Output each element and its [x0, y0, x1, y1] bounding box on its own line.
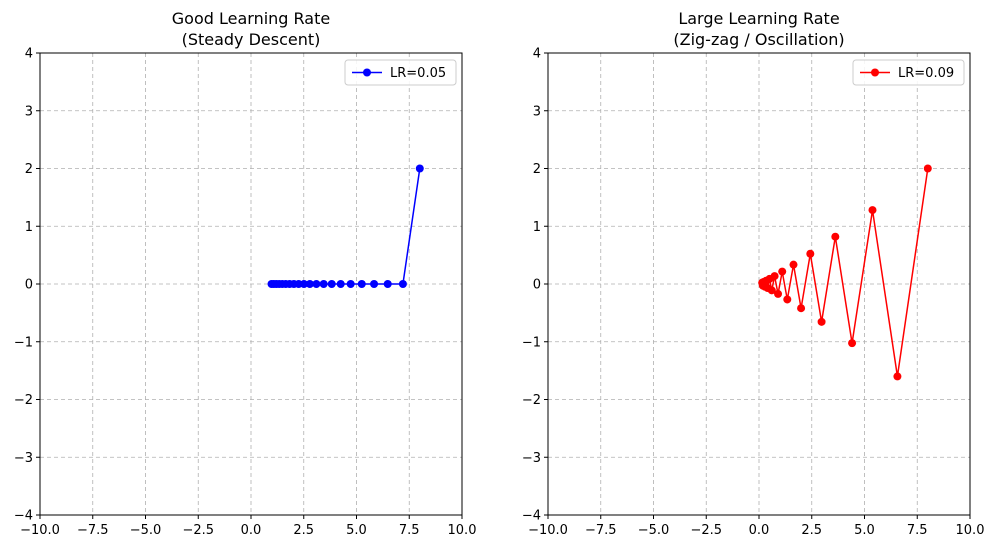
- left-x-tick-label: −7.5: [77, 523, 109, 538]
- right-y-tick-label: 2: [533, 162, 541, 177]
- right-legend: LR=0.09: [852, 59, 965, 86]
- left-data-point: [415, 164, 424, 173]
- left-data-point: [327, 280, 336, 288]
- left-x-tick-label: −2.5: [182, 523, 214, 538]
- right-x-tick-label: 7.5: [907, 523, 928, 538]
- left-y-tick-label: −2: [14, 393, 33, 408]
- left-x-tick-label: 0.0: [241, 523, 262, 538]
- right-data-point: [848, 339, 857, 348]
- left-data-point: [312, 280, 321, 288]
- right-legend-marker-sample: [871, 68, 879, 77]
- left-data-point: [357, 280, 366, 288]
- right-data-point: [789, 260, 798, 269]
- right-y-tick-label: −2: [522, 393, 541, 408]
- right-y-tick-label: −4: [522, 509, 541, 524]
- left-x-tick-label: 7.5: [399, 523, 420, 538]
- right-plot-area: −10.0 −7.5 −5.0 −2.5 0.0 2.5 5.0 7.5 10.0 −4 −3 −2 −…: [522, 47, 985, 539]
- left-subplot: Good Learning Rate (Steady Descent) −10.…: [14, 9, 477, 539]
- right-subplot: Large Learning Rate (Zig-zag / Oscillati…: [522, 9, 985, 539]
- right-y-tick-label: 3: [533, 104, 541, 119]
- right-legend-label: LR=0.09: [898, 66, 954, 81]
- right-data-point: [923, 164, 932, 173]
- right-x-tick-label: 0.0: [749, 523, 770, 538]
- left-y-tick-label: −4: [14, 509, 33, 524]
- left-data-point: [370, 280, 379, 288]
- left-y-tick-label: −3: [14, 451, 33, 466]
- left-x-tick-label: 2.5: [293, 523, 314, 538]
- right-legend-box: [852, 59, 965, 86]
- right-data-point: [868, 206, 877, 215]
- right-x-tick-label: −10.0: [528, 523, 568, 538]
- right-title-line2: (Zig-zag / Oscillation): [673, 30, 844, 49]
- left-x-tick-label: 10.0: [448, 523, 477, 538]
- left-y-tick-label: 0: [25, 278, 33, 293]
- left-x-tick-label: −5.0: [130, 523, 162, 538]
- right-data-point: [817, 317, 826, 326]
- right-title-line1: Large Learning Rate: [678, 9, 839, 28]
- left-title-line1: Good Learning Rate: [172, 9, 330, 28]
- left-data-point: [346, 280, 355, 288]
- left-data-point: [398, 280, 407, 288]
- left-data-point: [336, 280, 345, 288]
- left-legend-box: [344, 59, 457, 86]
- right-y-tick-label: −3: [522, 451, 541, 466]
- right-y-tick-label: 1: [533, 220, 541, 235]
- right-data-point: [797, 304, 806, 313]
- left-data-point: [267, 280, 276, 288]
- left-data-point: [319, 280, 328, 288]
- right-x-tick-label: 10.0: [956, 523, 985, 538]
- right-x-tick-label: −7.5: [585, 523, 617, 538]
- left-legend-label: LR=0.05: [390, 66, 446, 81]
- right-x-tick-label: 2.5: [801, 523, 822, 538]
- right-data-point: [774, 289, 783, 298]
- right-data-point: [783, 295, 792, 304]
- right-x-tick-label: −5.0: [638, 523, 670, 538]
- right-x-tick-label: −2.5: [690, 523, 722, 538]
- left-plot-area: −10.0 −7.5 −5.0 −2.5 0.0 2.5 5.0 7.5 10.0 −4 −3 −2 −…: [14, 47, 477, 539]
- left-data-point: [383, 280, 392, 288]
- right-y-tick-label: 4: [533, 47, 541, 62]
- left-y-tick-label: −1: [14, 335, 33, 350]
- left-legend-marker-sample: [363, 68, 371, 77]
- right-data-point: [758, 278, 767, 287]
- left-y-tick-label: 3: [25, 104, 33, 119]
- left-x-tick-label: −10.0: [20, 523, 60, 538]
- right-series-line: [761, 168, 929, 377]
- right-data-point: [806, 249, 815, 258]
- left-data-point: [305, 280, 314, 288]
- left-y-tick-label: 2: [25, 162, 33, 177]
- left-legend: LR=0.05: [344, 59, 457, 86]
- right-y-tick-label: 0: [533, 278, 541, 293]
- right-data-point: [778, 267, 787, 276]
- right-data-point: [893, 372, 902, 381]
- right-x-tick-label: 5.0: [854, 523, 875, 538]
- left-x-tick-label: 5.0: [346, 523, 367, 538]
- left-title-line2: (Steady Descent): [182, 30, 321, 49]
- left-y-tick-label: 4: [25, 47, 33, 62]
- right-y-tick-label: −1: [522, 335, 541, 350]
- right-data-point: [831, 232, 840, 241]
- left-y-tick-label: 1: [25, 220, 33, 235]
